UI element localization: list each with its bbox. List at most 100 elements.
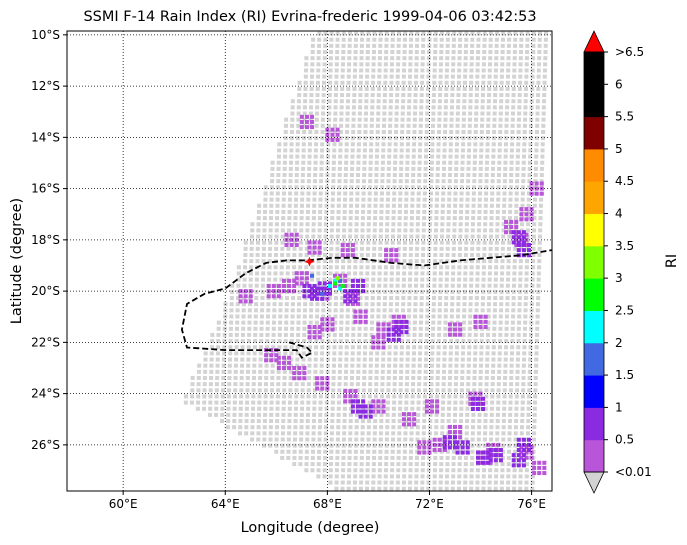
swath-pixel xyxy=(513,437,518,442)
swath-pixel xyxy=(449,105,454,110)
swath-pixel xyxy=(330,406,335,411)
swath-pixel xyxy=(445,56,450,61)
swath-pixel xyxy=(306,197,311,202)
swath-pixel xyxy=(359,259,364,264)
swath-pixel xyxy=(450,308,455,313)
swath-pixel xyxy=(493,74,498,79)
swath-pixel xyxy=(396,62,401,67)
swath-pixel xyxy=(243,240,248,245)
swath-pixel xyxy=(536,68,541,73)
swath-pixel xyxy=(325,166,330,171)
rain-pixel xyxy=(381,404,386,409)
rain-pixel xyxy=(371,345,376,350)
swath-pixel xyxy=(369,326,374,331)
swath-pixel xyxy=(341,37,346,42)
rain-pixel xyxy=(312,283,317,288)
rain-pixel xyxy=(276,289,281,294)
swath-pixel xyxy=(511,105,516,110)
swath-pixel xyxy=(286,437,291,442)
swath-pixel xyxy=(249,246,254,251)
swath-pixel xyxy=(433,43,438,48)
swath-pixel xyxy=(228,345,233,350)
swath-pixel xyxy=(397,209,402,214)
swath-pixel xyxy=(464,234,469,239)
rain-pixel xyxy=(516,458,521,463)
swath-pixel xyxy=(454,173,459,178)
swath-pixel xyxy=(386,166,391,171)
swath-pixel xyxy=(274,425,279,430)
swath-pixel xyxy=(393,339,398,344)
rain-pixel xyxy=(488,447,493,452)
swath-pixel xyxy=(412,339,417,344)
swath-pixel xyxy=(392,400,397,405)
swath-pixel xyxy=(268,246,273,251)
swath-pixel xyxy=(323,222,328,227)
swath-pixel xyxy=(407,302,412,307)
swath-pixel xyxy=(458,228,463,233)
swath-pixel xyxy=(503,369,508,374)
swath-pixel xyxy=(289,332,294,337)
swath-pixel xyxy=(487,296,492,301)
swath-pixel xyxy=(370,289,375,294)
swath-pixel xyxy=(215,357,220,362)
swath-pixel xyxy=(472,363,477,368)
swath-pixel xyxy=(485,136,490,141)
swath-pixel xyxy=(421,431,426,436)
swath-pixel xyxy=(305,228,310,233)
rain-pixel xyxy=(389,258,394,263)
swath-pixel xyxy=(536,93,541,98)
swath-pixel xyxy=(530,480,535,485)
rain-pixel xyxy=(532,460,537,465)
rain-pixel xyxy=(376,340,381,345)
swath-pixel xyxy=(344,339,349,344)
swath-pixel xyxy=(334,74,339,79)
swath-pixel xyxy=(293,216,298,221)
rain-pixel xyxy=(399,330,404,335)
swath-pixel xyxy=(380,173,385,178)
swath-pixel xyxy=(416,400,421,405)
swath-pixel xyxy=(516,345,521,350)
swath-pixel xyxy=(342,431,347,436)
swath-pixel xyxy=(354,31,359,36)
swath-pixel xyxy=(505,308,510,313)
swath-pixel xyxy=(525,50,530,55)
swath-pixel xyxy=(459,197,464,202)
swath-pixel xyxy=(374,173,379,178)
swath-pixel xyxy=(429,173,434,178)
swath-pixel xyxy=(421,222,426,227)
swath-pixel xyxy=(391,228,396,233)
swath-pixel xyxy=(516,148,521,153)
swath-pixel xyxy=(407,486,412,491)
colorbar-tick-label: 4 xyxy=(615,207,623,221)
swath-pixel xyxy=(435,382,440,387)
swath-pixel xyxy=(473,351,478,356)
swath-pixel xyxy=(347,474,352,479)
swath-pixel xyxy=(438,62,443,67)
rain-pixel xyxy=(432,447,437,452)
swath-pixel xyxy=(524,289,529,294)
swath-pixel xyxy=(419,93,424,98)
swath-pixel xyxy=(399,351,404,356)
rain-pixel xyxy=(302,283,307,288)
swath-pixel xyxy=(470,240,475,245)
swath-pixel xyxy=(526,400,531,405)
swath-pixel xyxy=(269,406,274,411)
swath-pixel xyxy=(320,148,325,153)
swath-pixel xyxy=(444,296,449,301)
rain-pixel xyxy=(315,291,320,296)
rain-pixel xyxy=(287,283,292,288)
swath-pixel xyxy=(246,339,251,344)
swath-pixel xyxy=(463,265,468,270)
swath-pixel xyxy=(517,308,522,313)
swath-pixel xyxy=(297,277,302,282)
swath-pixel xyxy=(416,412,421,417)
swath-pixel xyxy=(402,474,407,479)
swath-pixel xyxy=(472,388,477,393)
swath-pixel xyxy=(317,43,322,48)
swath-pixel xyxy=(306,406,311,411)
swath-pixel xyxy=(484,191,489,196)
rain-pixel xyxy=(271,289,276,294)
swath-pixel xyxy=(520,412,525,417)
swath-pixel xyxy=(356,363,361,368)
swath-pixel xyxy=(378,50,383,55)
